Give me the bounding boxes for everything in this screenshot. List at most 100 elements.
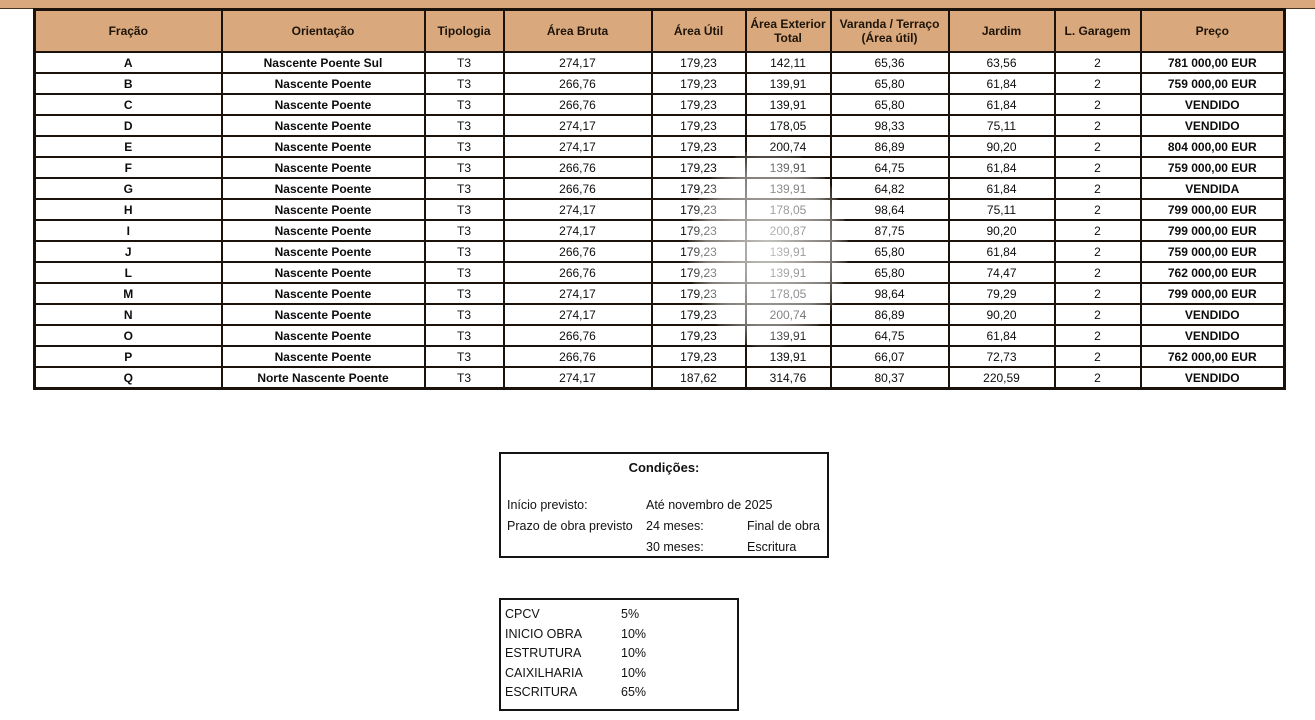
table-cell: 781 000,00 EUR (1139, 51, 1286, 74)
condition-row: Prazo de obra previsto 24 meses: Final de … (501, 516, 827, 537)
payment-value: 65% (621, 685, 647, 699)
column-header: Tipologia (423, 8, 505, 53)
condition-right-value (747, 495, 827, 516)
table-cell: 179,23 (650, 240, 747, 263)
table-cell: 759 000,00 EUR (1139, 156, 1286, 179)
condition-row: 30 meses: Escritura (501, 537, 827, 558)
table-cell: 79,29 (947, 282, 1056, 305)
table-cell: 179,23 (650, 156, 747, 179)
table-cell: 179,23 (650, 135, 747, 158)
column-header: L. Garagem (1053, 8, 1142, 53)
table-cell: 2 (1053, 93, 1142, 116)
column-header: Área Útil (650, 8, 747, 53)
table-cell: F (33, 156, 223, 179)
table-cell: T3 (423, 219, 505, 242)
table-cell: 179,23 (650, 303, 747, 326)
table-cell: 179,23 (650, 261, 747, 284)
table-row: G Nascente Poente T3 266,76 179,23 139,91 64,8… (33, 177, 1286, 200)
header-row: Fração Orientação Tipologia Área Bruta Área … (33, 8, 1286, 53)
condition-label: Prazo de obra previsto (507, 519, 633, 533)
table-cell: 61,84 (947, 324, 1056, 347)
table-cell: 72,73 (947, 345, 1056, 368)
table-cell: 274,17 (502, 135, 653, 158)
conditions-title: Condições: (628, 460, 700, 475)
table-cell: 178,05 (744, 114, 832, 137)
table-cell: 63,56 (947, 51, 1056, 74)
table-cell: Nascente Poente (220, 177, 426, 200)
table-cell: 61,84 (947, 93, 1056, 116)
table-cell: VENDIDO (1139, 324, 1286, 347)
table-cell: T3 (423, 51, 505, 74)
table-cell: T3 (423, 303, 505, 326)
table-cell: 179,23 (650, 345, 747, 368)
payment-label: ESTRUTURA (505, 646, 582, 660)
table-cell: A (33, 51, 223, 74)
table-cell: 139,91 (744, 72, 832, 95)
table-cell: 266,76 (502, 324, 653, 347)
table-cell: 274,17 (502, 51, 653, 74)
table-cell: 86,89 (829, 303, 950, 326)
table-row: N Nascente Poente T3 274,17 179,23 200,74 86,8… (33, 303, 1286, 326)
table-cell: 75,11 (947, 198, 1056, 221)
table-row: C Nascente Poente T3 266,76 179,23 139,91 65,8… (33, 93, 1286, 116)
table-cell: 178,05 (744, 198, 832, 221)
table-cell: 139,91 (744, 324, 832, 347)
table-cell: Nascente Poente (220, 282, 426, 305)
table-cell: 266,76 (502, 345, 653, 368)
table-cell: 799 000,00 EUR (1139, 198, 1286, 221)
price-table: Fração Orientação Tipologia Área Bruta Área … (33, 8, 1286, 390)
table-cell: T3 (423, 345, 505, 368)
table-cell: 2 (1053, 303, 1142, 326)
table-cell: 74,47 (947, 261, 1056, 284)
table-cell: T3 (423, 135, 505, 158)
table-cell: Norte Nascente Poente (220, 366, 426, 390)
table-cell: VENDIDO (1139, 366, 1286, 390)
table-row: M Nascente Poente T3 274,17 179,23 178,05 98,6… (33, 282, 1286, 305)
table-cell: Nascente Poente Sul (220, 51, 426, 74)
condition-right-value: Escritura (747, 540, 797, 554)
table-cell: 2 (1053, 282, 1142, 305)
payment-row: ESCRITURA 65% (501, 683, 737, 703)
payment-label: INICIO OBRA (505, 626, 583, 641)
table-cell: 66,07 (829, 345, 950, 368)
payment-value: 5% (621, 607, 640, 621)
table-cell: D (33, 114, 223, 137)
table-cell: 2 (1053, 261, 1142, 284)
payment-label: CAIXILHARIA (505, 665, 583, 680)
table-cell: C (33, 93, 223, 116)
table-row: H Nascente Poente T3 274,17 179,23 178,05 98,6… (33, 198, 1286, 221)
payment-rows: CPCV 5% INICIO OBRA 10% ESTRUTURA 10% CAIXILHA… (501, 605, 737, 703)
table-cell: Nascente Poente (220, 345, 426, 368)
table-cell: 61,84 (947, 240, 1056, 263)
table-cell: Nascente Poente (220, 324, 426, 347)
column-header: Orientação (220, 8, 426, 53)
table-cell: 274,17 (502, 366, 653, 390)
condition-label (507, 537, 646, 558)
table-cell: 139,91 (744, 345, 832, 368)
table-cell: 98,64 (829, 282, 950, 305)
table-cell: 266,76 (502, 177, 653, 200)
table-row: D Nascente Poente T3 274,17 179,23 178,05 98,3… (33, 114, 1286, 137)
table-cell: 179,23 (650, 219, 747, 242)
table-cell: 86,89 (829, 135, 950, 158)
table-cell: 2 (1053, 345, 1142, 368)
table-cell: 64,75 (829, 324, 950, 347)
payment-label: ESCRITURA (505, 685, 578, 699)
table-cell: Nascente Poente (220, 114, 426, 137)
table-cell: 75,11 (947, 114, 1056, 137)
table-cell: N (33, 303, 223, 326)
table-row: Q Norte Nascente Poente T3 274,17 187,62 314,… (33, 366, 1286, 390)
table-cell: 139,91 (744, 261, 832, 284)
table-cell: 65,80 (829, 93, 950, 116)
table-cell: 266,76 (502, 72, 653, 95)
table-cell: 2 (1053, 114, 1142, 137)
column-header: Jardim (947, 8, 1056, 53)
table-cell: 266,76 (502, 261, 653, 284)
table-cell: 2 (1053, 135, 1142, 158)
table-cell: 80,37 (829, 366, 950, 390)
table-cell: 274,17 (502, 114, 653, 137)
table-cell: 274,17 (502, 219, 653, 242)
table-cell: 179,23 (650, 51, 747, 74)
table-cell: 274,17 (502, 198, 653, 221)
